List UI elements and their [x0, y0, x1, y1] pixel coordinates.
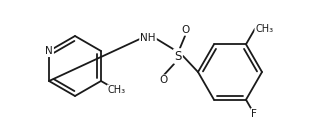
- Text: O: O: [159, 75, 167, 85]
- Text: NH: NH: [140, 33, 156, 43]
- Text: CH₃: CH₃: [108, 85, 126, 95]
- Text: F: F: [251, 109, 257, 119]
- Text: CH₃: CH₃: [255, 24, 273, 34]
- Text: S: S: [174, 50, 182, 62]
- Text: O: O: [181, 25, 189, 35]
- Text: N: N: [45, 46, 53, 56]
